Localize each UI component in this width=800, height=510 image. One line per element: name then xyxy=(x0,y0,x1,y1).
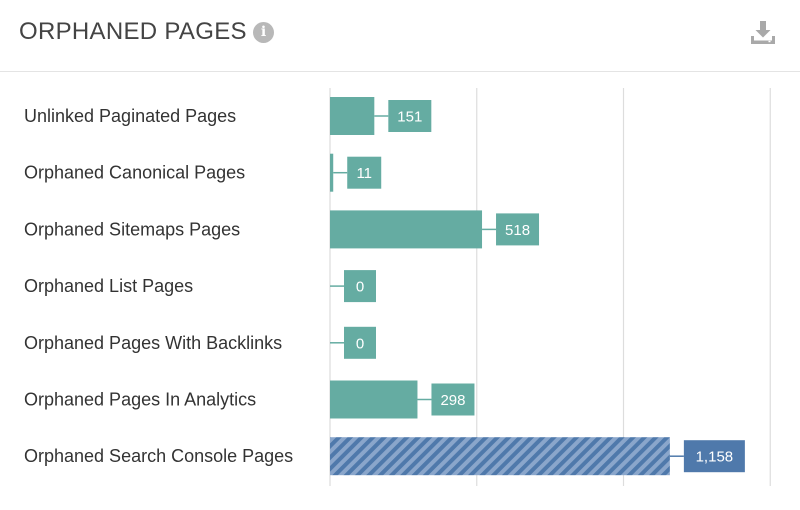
value-label: 11 xyxy=(356,165,372,182)
category-label: Orphaned List Pages xyxy=(24,276,193,296)
category-label: Orphaned Pages With Backlinks xyxy=(24,333,282,353)
bar xyxy=(330,210,483,249)
value-box xyxy=(388,100,432,132)
bars: 151 11 518 0 0 298 1,158 xyxy=(330,97,745,476)
gridlines xyxy=(329,88,771,486)
value-label: 0 xyxy=(356,335,364,352)
info-icon[interactable]: i xyxy=(253,22,274,43)
value-box xyxy=(344,326,376,359)
value-label: 0 xyxy=(356,279,364,296)
category-label: Orphaned Sitemaps Pages xyxy=(24,219,240,239)
category-label: Orphaned Search Console Pages xyxy=(24,446,293,466)
bar xyxy=(330,380,418,419)
bar xyxy=(330,153,334,192)
value-label: 518 xyxy=(505,222,530,239)
category-label: Orphaned Canonical Pages xyxy=(24,163,245,183)
download-icon[interactable] xyxy=(750,19,776,45)
bar-chart: 151 11 518 0 0 298 1,158 Unlinked Paginated Pa… xyxy=(0,72,800,510)
chart-svg: 151 11 518 0 0 298 1,158 Unlinked Paginated Pa… xyxy=(24,88,771,486)
bar xyxy=(330,437,670,476)
category-label: Unlinked Paginated Pages xyxy=(24,106,236,126)
value-label: 151 xyxy=(397,109,422,126)
value-label: 1,158 xyxy=(696,449,734,466)
category-labels: Unlinked Paginated Pages Orphaned Canonic… xyxy=(24,106,293,466)
value-box xyxy=(431,383,475,416)
bar xyxy=(330,97,375,135)
value-box xyxy=(347,156,382,189)
value-box xyxy=(496,213,540,246)
value-box xyxy=(344,270,376,303)
category-label: Orphaned Pages In Analytics xyxy=(24,390,256,410)
value-box xyxy=(683,440,745,473)
value-label: 298 xyxy=(440,392,465,409)
chart-title: ORPHANED PAGES xyxy=(19,18,247,45)
chart-header: ORPHANED PAGES i xyxy=(0,0,800,72)
